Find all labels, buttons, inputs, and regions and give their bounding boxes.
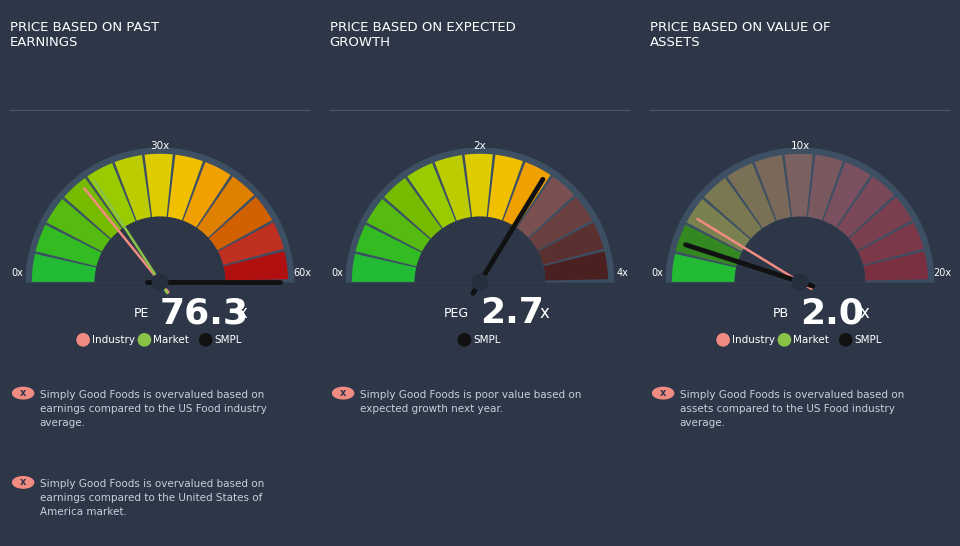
Text: x: x [238,304,248,322]
Text: SMPL: SMPL [854,335,882,345]
Polygon shape [347,148,613,282]
Polygon shape [666,148,934,282]
Wedge shape [367,199,431,252]
Wedge shape [672,254,737,282]
Text: x: x [340,388,347,398]
Circle shape [458,334,470,346]
Wedge shape [823,162,871,228]
Wedge shape [755,155,791,222]
Wedge shape [208,197,273,251]
Polygon shape [95,217,225,282]
Text: 20x: 20x [933,268,951,278]
Wedge shape [384,178,443,239]
Wedge shape [857,222,924,265]
Wedge shape [145,154,173,218]
Text: 76.3: 76.3 [160,296,249,330]
Circle shape [138,334,151,346]
Wedge shape [837,176,894,238]
Wedge shape [686,199,751,252]
Wedge shape [676,225,742,266]
Wedge shape [784,154,813,218]
Polygon shape [95,217,225,282]
Circle shape [153,274,168,290]
Circle shape [653,388,674,399]
Wedge shape [465,154,492,218]
Circle shape [840,334,852,346]
Wedge shape [728,163,776,229]
Wedge shape [32,254,97,282]
Text: Market: Market [154,335,189,345]
Wedge shape [863,251,928,281]
Text: 2x: 2x [473,141,487,151]
Wedge shape [46,199,110,252]
Wedge shape [704,178,762,239]
Text: Simply Good Foods is overvalued based on
assets compared to the US Food industry: Simply Good Foods is overvalued based on… [680,390,904,428]
Wedge shape [352,254,417,282]
Wedge shape [807,155,843,221]
Text: x: x [660,388,666,398]
Wedge shape [87,163,135,229]
Wedge shape [538,222,604,265]
Circle shape [332,388,353,399]
Polygon shape [735,217,865,282]
Circle shape [12,477,34,488]
Wedge shape [168,155,203,221]
Text: Simply Good Foods is overvalued based on
earnings compared to the United States : Simply Good Foods is overvalued based on… [39,479,264,517]
Text: SMPL: SMPL [215,335,242,345]
Wedge shape [355,225,422,266]
Text: 4x: 4x [616,268,629,278]
Wedge shape [542,251,608,281]
Circle shape [472,274,488,290]
Circle shape [77,334,89,346]
Text: PRICE BASED ON PAST
EARNINGS: PRICE BASED ON PAST EARNINGS [10,21,158,49]
Wedge shape [64,178,122,239]
Text: 0x: 0x [652,268,663,278]
Text: 0x: 0x [331,268,344,278]
Circle shape [200,334,212,346]
Text: PE: PE [133,307,149,319]
Text: x: x [540,304,549,322]
Circle shape [792,274,807,290]
Wedge shape [516,176,574,238]
Wedge shape [217,222,284,265]
Text: Industry: Industry [92,335,135,345]
Wedge shape [114,155,151,222]
Text: 2.7: 2.7 [480,296,544,330]
Wedge shape [223,251,288,281]
Text: Simply Good Foods is poor value based on
expected growth next year.: Simply Good Foods is poor value based on… [360,390,581,414]
Text: Industry: Industry [732,335,775,345]
Wedge shape [849,197,912,251]
Text: PRICE BASED ON VALUE OF
ASSETS: PRICE BASED ON VALUE OF ASSETS [650,21,830,49]
Circle shape [12,388,34,399]
Circle shape [779,334,790,346]
Wedge shape [435,155,470,222]
Wedge shape [183,162,230,228]
Polygon shape [735,217,865,282]
Wedge shape [488,155,523,221]
Polygon shape [416,217,544,282]
Circle shape [717,334,730,346]
Text: 0x: 0x [12,268,23,278]
Text: x: x [859,304,869,322]
Text: 60x: 60x [294,268,312,278]
Text: x: x [20,477,26,488]
Wedge shape [407,163,456,229]
Text: PEG: PEG [444,307,468,319]
Wedge shape [197,176,254,238]
Text: Simply Good Foods is overvalued based on
earnings compared to the US Food indust: Simply Good Foods is overvalued based on… [39,390,267,428]
Polygon shape [26,148,294,282]
Text: PB: PB [773,307,789,319]
Text: x: x [20,388,26,398]
Text: 30x: 30x [151,141,170,151]
Text: SMPL: SMPL [473,335,501,345]
Text: 10x: 10x [790,141,809,151]
Wedge shape [528,197,592,251]
Text: PRICE BASED ON EXPECTED
GROWTH: PRICE BASED ON EXPECTED GROWTH [329,21,516,49]
Wedge shape [503,162,550,228]
Text: Market: Market [793,335,829,345]
Polygon shape [416,217,544,282]
Wedge shape [36,225,102,266]
Text: 2.0: 2.0 [800,296,864,330]
